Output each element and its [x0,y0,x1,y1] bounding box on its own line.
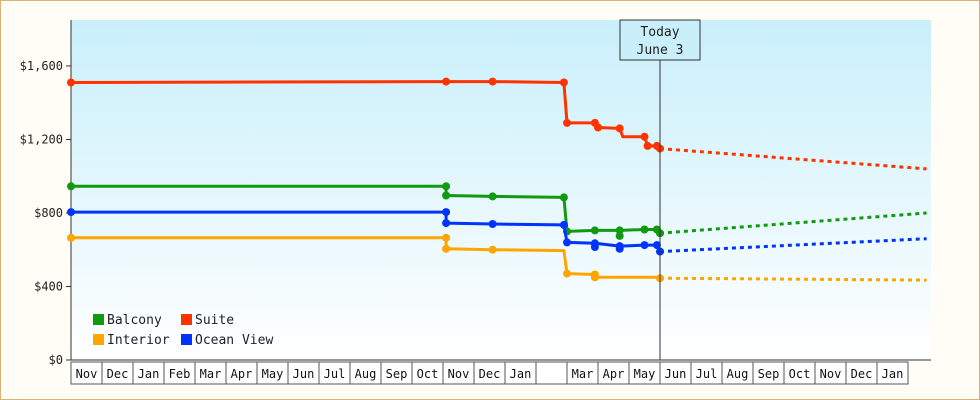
x-axis: Nov Dec Jan Feb Mar Apr May Jun Jul Aug Sep Oct Nov D… [70,359,931,385]
month-label: Mar [200,367,222,381]
series-interior [67,233,927,283]
data-point-ocean-view [442,219,451,228]
data-point-ocean-view [67,208,75,217]
month-label: Nov [820,367,842,381]
month-label: Apr [603,367,625,381]
month-label: Jun [665,367,687,381]
data-point-suite [640,132,649,141]
data-point-suite [442,77,451,86]
data-point-balcony [442,191,451,200]
data-point-balcony [615,226,624,235]
month-label: Dec [107,367,129,381]
data-point-ocean-view [615,244,624,253]
y-tick-label: $1,200 [20,132,63,146]
data-point-suite [559,78,568,87]
data-point-suite [643,141,652,150]
data-point-ocean-view [640,241,649,250]
data-point-balcony [590,226,599,235]
series-balcony [67,182,927,240]
today-date: June 3 [637,43,684,58]
data-point-ocean-view [590,243,599,251]
month-label: Apr [231,367,253,381]
series-layer [67,77,927,283]
y-tick-label: $800 [34,206,63,220]
month-label: Jan [138,367,160,381]
y-tick-label: $1,600 [20,59,63,73]
data-point-interior [563,269,571,278]
data-point-interior [442,233,451,242]
month-label: Oct [789,367,811,381]
month-label: Sep [758,367,780,381]
y-tick-label: $400 [34,279,63,293]
month-label: Dec [851,367,873,381]
month-label: May [634,367,656,381]
data-point-ocean-view [652,241,661,250]
month-label: Jan [882,367,904,381]
month-label: May [262,367,284,381]
data-point-balcony [615,231,624,240]
series-ocean-view [67,208,927,256]
legend-swatch-suite [181,314,192,325]
legend-label-interior: Interior [107,333,170,348]
data-point-ocean-view [559,220,568,229]
legend-label-balcony: Balcony [107,313,162,328]
data-point-suite [67,78,75,87]
data-point-ocean-view [442,208,451,217]
plot-area [71,20,931,360]
legend-swatch-interior [93,334,104,345]
data-point-balcony [559,193,568,202]
month-label: Jul [324,367,346,381]
month-label: Nov [448,367,470,381]
data-point-ocean-view [488,220,497,228]
data-point-balcony [67,182,75,191]
legend-swatch-ocean-view [181,334,192,345]
data-point-balcony [640,225,649,234]
data-point-balcony [442,182,451,191]
month-label: Jan [510,367,532,381]
data-point-suite [615,124,624,133]
today-box [619,19,701,61]
month-label: Aug [727,367,749,381]
month-label: Jun [293,367,315,381]
data-point-ocean-view [563,238,571,247]
month-label: Jul [696,367,718,381]
month-label: Aug [355,367,377,381]
data-point-suite [594,123,602,132]
month-label: Mar [572,367,594,381]
legend-swatch-balcony [93,314,104,325]
month-label: Sep [386,367,408,381]
legend-label-ocean-view: Ocean View [195,333,273,348]
y-tick-label: $0 [49,353,63,367]
data-point-interior [442,244,451,253]
month-cell [535,361,568,385]
legend: Balcony Suite Interior Ocean View [93,313,273,348]
legend-label-suite: Suite [195,313,234,328]
y-axis: $0 $400 $800 $1,200 $1,600 [20,20,72,367]
data-point-interior [488,245,497,254]
month-label: Dec [479,367,501,381]
data-point-interior [67,233,75,242]
data-point-suite [488,77,497,86]
data-point-suite [563,118,571,127]
series-suite [67,77,927,171]
today-marker: Today June 3 [619,19,701,360]
data-point-balcony [488,192,497,201]
month-label: Nov [76,367,98,381]
data-point-interior [590,273,599,282]
month-label: Feb [169,367,191,381]
month-cell [876,361,909,385]
today-label: Today [640,25,679,40]
month-label: Oct [417,367,439,381]
